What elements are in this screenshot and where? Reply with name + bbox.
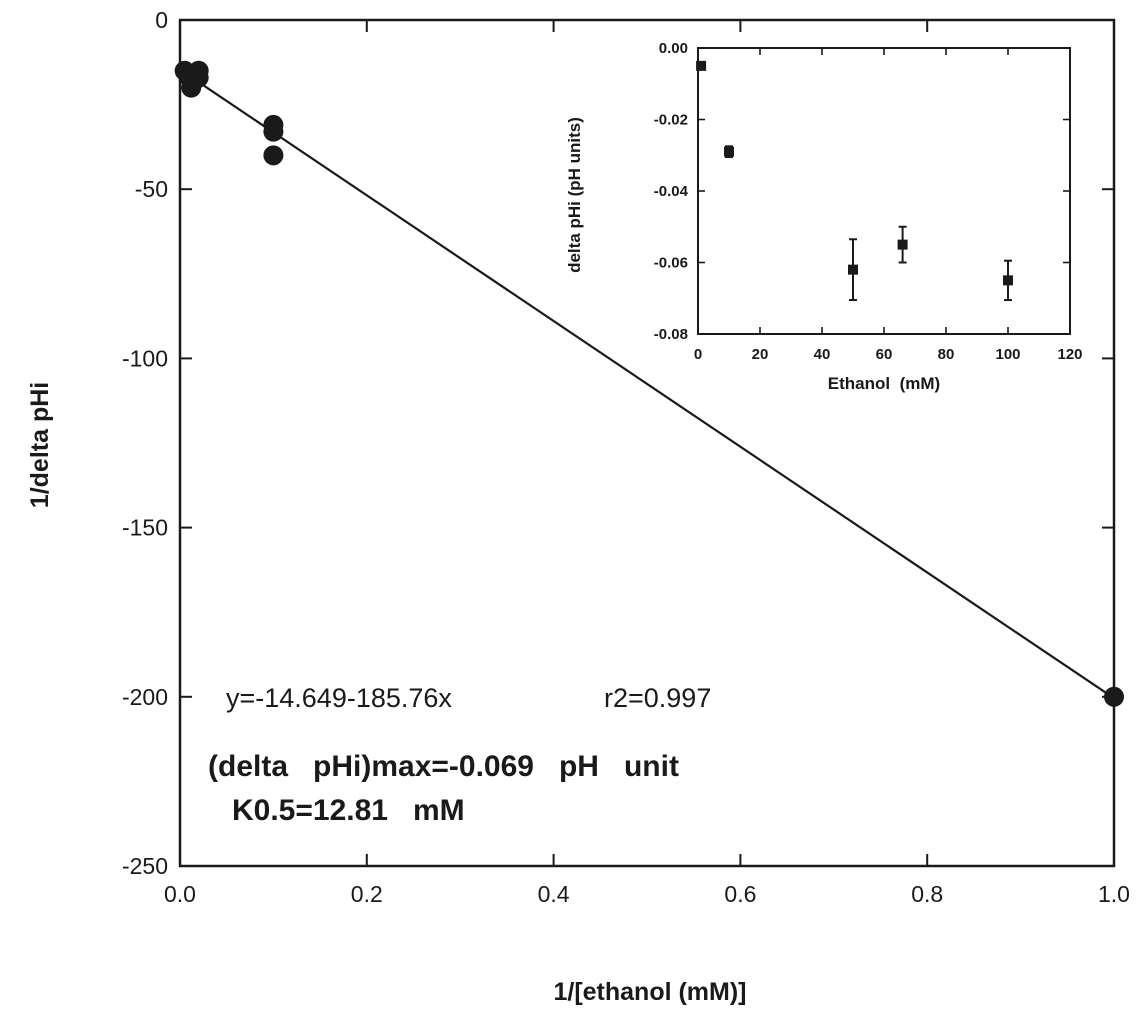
fit-line xyxy=(179,68,1115,700)
inset-y-tick-label: -0.04 xyxy=(654,183,689,200)
inset-data-point xyxy=(1003,275,1013,286)
inset-data-point xyxy=(848,264,858,275)
main-x-tick-label: 0.2 xyxy=(351,881,383,907)
main-y-tick-label: -200 xyxy=(122,684,168,710)
inset-x-tick-label: 0 xyxy=(694,346,702,363)
main-ticks xyxy=(179,19,1115,867)
fit-equation: y=-14.649-185.76x xyxy=(226,683,452,713)
inset-ticks xyxy=(697,47,1071,335)
main-data-point xyxy=(1104,686,1124,707)
fit-r2: r2=0.997 xyxy=(604,683,711,713)
main-y-tick-label: -150 xyxy=(122,515,168,541)
inset-y-axis-title: delta pHi (pH units) xyxy=(565,117,584,273)
main-fit-line-group xyxy=(179,68,1115,700)
main-x-tick-label: 0.4 xyxy=(538,881,570,907)
inset-data-points xyxy=(696,60,1013,302)
main-data-point xyxy=(188,67,209,88)
inset-plot-frame xyxy=(697,47,1071,335)
max-annotation: (delta pHi)max=-0.069 pH unit xyxy=(208,750,679,783)
main-data-points xyxy=(174,60,1124,707)
inset-x-tick-label: 20 xyxy=(752,346,769,363)
main-y-axis-title: 1/delta pHi xyxy=(26,382,54,508)
inset-y-tick-label: -0.08 xyxy=(654,326,688,343)
inset-x-tick-label: 60 xyxy=(876,346,893,363)
main-x-axis-title: 1/[ethanol (mM)] xyxy=(553,978,746,1006)
inset-x-axis-title: Ethanol (mM) xyxy=(828,374,940,393)
main-x-tick-label: 0.6 xyxy=(724,881,756,907)
inset-y-tick-label: -0.02 xyxy=(654,112,688,129)
main-y-tick-label: -100 xyxy=(122,345,168,371)
main-y-tick-label: 0 xyxy=(155,7,168,33)
main-plot-frame xyxy=(178,18,1116,868)
inset-data-point xyxy=(897,239,908,250)
inset-x-tick-label: 40 xyxy=(814,346,831,363)
inset-data-point xyxy=(696,60,707,71)
inset-tick-labels: 0 20 40 60 80 100 120 0.00 -0.02 -0.04 -0.06 -0.08 xyxy=(654,40,1083,363)
main-x-tick-label: 0.0 xyxy=(164,881,196,907)
main-x-tick-label: 0.8 xyxy=(911,881,943,907)
k-annotation: K0.5=12.81 mM xyxy=(232,794,465,827)
inset-y-tick-label: -0.06 xyxy=(654,255,688,272)
inset-x-tick-label: 80 xyxy=(938,346,955,363)
main-tick-labels: 0.0 0.2 0.4 0.6 0.8 1.0 0 -50 -100 -150 -200 -250 xyxy=(122,7,1130,907)
inset-x-tick-label: 120 xyxy=(1057,346,1082,363)
inset-x-tick-label: 100 xyxy=(995,346,1020,363)
main-y-tick-label: -250 xyxy=(122,853,168,879)
inset-y-tick-label: 0.00 xyxy=(659,40,688,57)
inset-data-point xyxy=(724,146,734,157)
main-data-point xyxy=(263,145,284,166)
main-x-tick-label: 1.0 xyxy=(1098,881,1130,907)
main-data-point xyxy=(263,121,284,142)
main-y-tick-label: -50 xyxy=(135,176,168,202)
